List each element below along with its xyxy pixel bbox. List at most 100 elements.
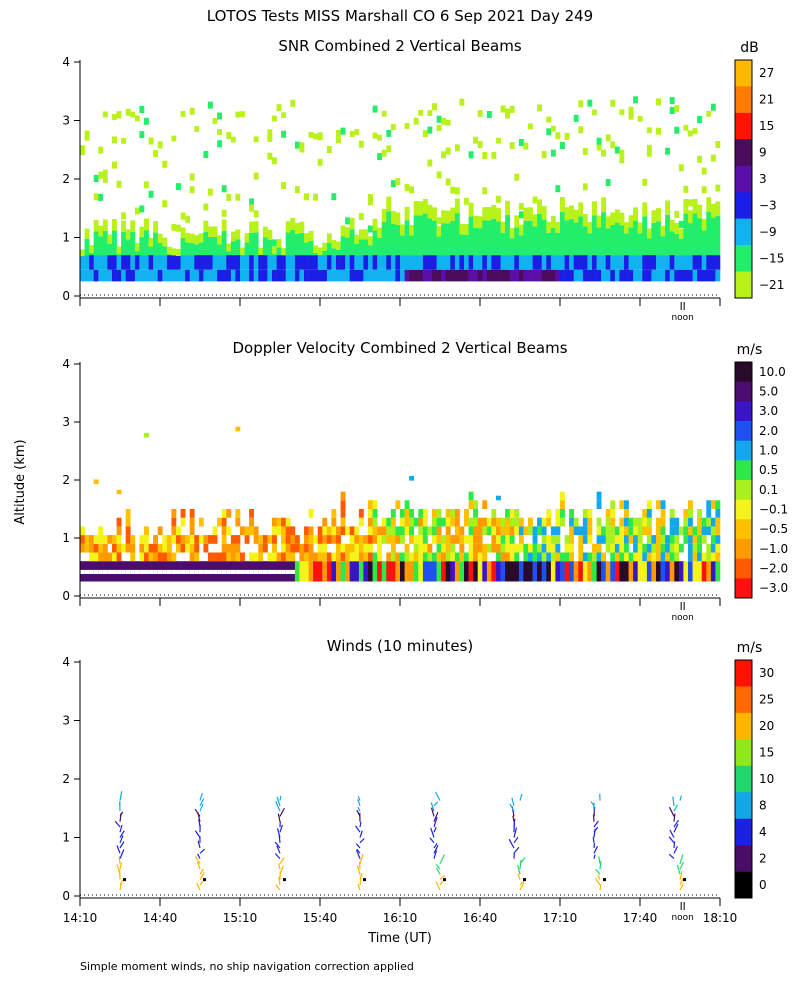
- snr-cell: [628, 255, 634, 270]
- doppler-cell: [628, 526, 634, 536]
- doppler-cell: [697, 561, 702, 582]
- doppler-cell: [592, 561, 597, 582]
- doppler-cell: [386, 535, 392, 544]
- snr-cell: [80, 269, 85, 282]
- doppler-cell: [112, 543, 117, 553]
- x-tick-label: 14:40: [143, 911, 178, 925]
- doppler-cell: [697, 526, 702, 536]
- wind-barb: [114, 820, 121, 828]
- doppler-cell: [331, 535, 337, 544]
- wind-barb: [673, 846, 679, 854]
- snr-cell: [345, 227, 350, 238]
- colorbar-tick-label: −3: [759, 198, 777, 212]
- doppler-cell: [276, 552, 282, 562]
- doppler-cell: [203, 543, 209, 553]
- colorbar-swatch: [735, 539, 752, 559]
- doppler-cell: [331, 509, 337, 518]
- doppler-cell: [706, 509, 712, 518]
- wind-barb: [119, 824, 123, 833]
- snr-cell: [646, 127, 652, 134]
- snr-cell: [678, 228, 684, 239]
- doppler-cell: [701, 526, 707, 536]
- snr-cell: [692, 269, 698, 282]
- doppler-cell: [601, 535, 606, 544]
- snr-cell: [628, 106, 634, 114]
- doppler-cell: [569, 517, 574, 527]
- doppler-cell: [340, 526, 346, 536]
- snr-cell: [294, 141, 300, 149]
- snr-cell: [162, 160, 168, 168]
- doppler-cell: [541, 543, 547, 553]
- doppler-cell: [482, 561, 488, 582]
- snr-cell: [491, 205, 497, 219]
- snr-cell: [569, 205, 574, 220]
- doppler-cell: [349, 552, 355, 562]
- snr-cell: [336, 241, 341, 250]
- doppler-cell: [528, 552, 533, 562]
- snr-cell: [701, 255, 707, 270]
- snr-cell: [642, 216, 648, 256]
- panel-doppler: Doppler Velocity Combined 2 Vertical Bea…: [62, 339, 788, 623]
- snr-cell: [473, 255, 478, 270]
- doppler-cell: [660, 543, 666, 553]
- wind-barb: [119, 791, 123, 801]
- snr-cell: [93, 193, 99, 201]
- doppler-cell: [272, 543, 277, 553]
- snr-cell: [358, 239, 364, 255]
- snr-cell: [404, 123, 410, 129]
- snr-cell: [258, 255, 264, 270]
- doppler-cell: [468, 517, 474, 527]
- doppler-cell: [157, 569, 163, 574]
- snr-cell: [386, 129, 392, 137]
- snr-cell: [509, 228, 515, 239]
- wind-barb: [439, 874, 446, 881]
- snr-cell: [619, 109, 625, 116]
- doppler-cell: [715, 552, 721, 562]
- doppler-cell: [185, 543, 190, 553]
- snr-cell: [665, 269, 670, 282]
- doppler-cell: [464, 509, 469, 518]
- snr-cell: [669, 255, 675, 270]
- colorbar-tick-label: −15: [759, 251, 784, 265]
- snr-cell: [208, 226, 213, 237]
- doppler-cell: [473, 509, 478, 518]
- snr-cell: [162, 269, 168, 282]
- doppler-cell: [619, 500, 625, 509]
- snr-cell: [701, 219, 707, 231]
- snr-cell: [678, 164, 684, 172]
- doppler-cell: [624, 500, 629, 509]
- snr-cell: [555, 255, 561, 270]
- doppler-cell: [404, 552, 410, 562]
- snr-cell: [354, 129, 360, 135]
- wind-barb: [679, 795, 683, 801]
- doppler-cell: [459, 535, 465, 544]
- doppler-cell: [496, 535, 501, 544]
- doppler-cell: [692, 535, 698, 544]
- doppler-cell: [409, 509, 414, 518]
- doppler-cell: [555, 552, 561, 562]
- snr-cell: [272, 239, 277, 247]
- snr-cell: [518, 269, 524, 282]
- doppler-cell: [614, 543, 620, 553]
- snr-cell: [381, 110, 387, 117]
- snr-cell: [125, 239, 131, 256]
- snr-cell: [203, 255, 209, 270]
- snr-cell: [473, 215, 478, 228]
- doppler-cell: [505, 535, 510, 544]
- snr-cell: [294, 255, 300, 270]
- snr-cell: [518, 211, 524, 219]
- snr-cell: [157, 255, 163, 270]
- doppler-cell: [642, 561, 648, 582]
- doppler-cell: [354, 561, 360, 582]
- doppler-cell: [646, 509, 652, 518]
- wind-barb: [593, 845, 599, 854]
- doppler-cell: [445, 535, 451, 544]
- wind-barb: [197, 853, 201, 859]
- snr-cell: [578, 269, 584, 282]
- doppler-cell: [390, 535, 396, 544]
- doppler-cell: [285, 535, 291, 544]
- doppler-cell: [605, 517, 611, 527]
- doppler-cell: [660, 526, 666, 536]
- doppler-cell: [116, 517, 122, 527]
- snr-cell: [189, 233, 195, 243]
